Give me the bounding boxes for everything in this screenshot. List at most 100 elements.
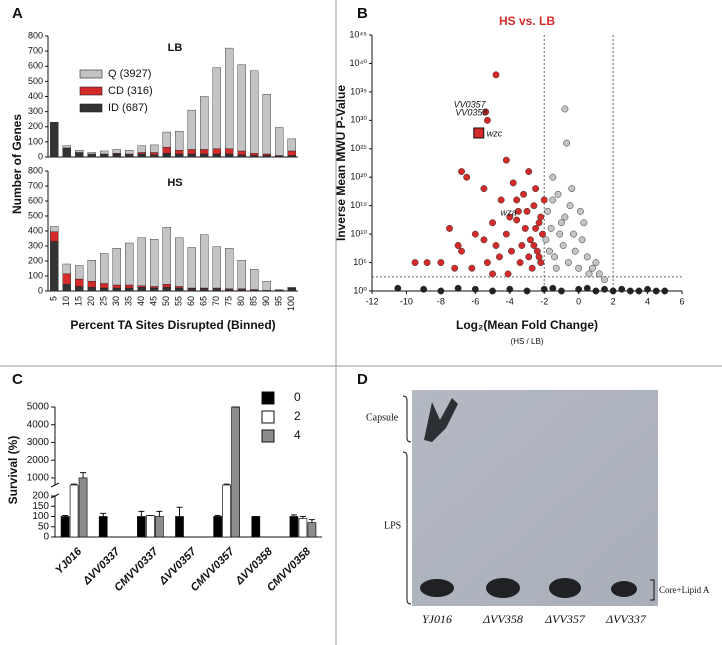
y-tick-label: 1000 <box>27 473 50 484</box>
point <box>575 264 583 272</box>
legend-label: 4 <box>294 428 301 442</box>
band <box>611 581 637 597</box>
bar-segment <box>237 260 246 289</box>
bar-segment <box>187 288 196 292</box>
bar-segment <box>200 288 209 292</box>
bar-segment <box>125 284 134 289</box>
bar-segment <box>100 283 109 289</box>
point <box>509 179 517 187</box>
bar-segment <box>125 154 134 158</box>
point <box>571 247 579 255</box>
point <box>618 285 626 293</box>
y-tick-label: 200 <box>28 255 43 265</box>
point <box>547 224 555 232</box>
x-tick-label: 50 <box>161 296 171 306</box>
y-tick-label: 10⁵ <box>353 257 367 267</box>
error-bar <box>100 512 107 517</box>
bar-segment <box>287 287 296 289</box>
point <box>480 185 488 193</box>
bar-segment <box>150 144 159 153</box>
point <box>471 285 479 293</box>
point <box>489 270 497 278</box>
legend-swatch <box>261 429 275 443</box>
point <box>495 253 503 261</box>
y-tick-label: 4000 <box>27 419 50 430</box>
y-tick-label: 400 <box>28 91 43 101</box>
capsule-label: Capsule <box>366 412 399 423</box>
bar-segment <box>50 241 59 292</box>
bar-segment <box>75 152 84 158</box>
bar-segment <box>100 287 109 292</box>
x-tick-label: 30 <box>111 296 121 306</box>
bar-segment <box>287 155 296 158</box>
point <box>489 287 497 295</box>
point <box>537 259 545 267</box>
panel-label: C <box>12 371 23 388</box>
error-bar <box>138 510 145 517</box>
y-tick-label: 500 <box>28 210 43 220</box>
bar-segment <box>125 242 134 286</box>
point <box>580 219 588 227</box>
x-tick-label: -10 <box>400 296 413 306</box>
y-tick-label: 150 <box>32 501 49 512</box>
point <box>583 253 591 261</box>
y-tick-label: 3000 <box>27 437 50 448</box>
chart-title: HS vs. LB <box>499 14 555 28</box>
x-tick-label: 20 <box>86 296 96 306</box>
y-tick-label: 300 <box>28 240 43 250</box>
y-tick-label: 200 <box>32 491 49 502</box>
annotation-marker <box>483 116 491 124</box>
point <box>532 185 540 193</box>
bar-segment <box>175 237 184 287</box>
bar <box>60 516 70 538</box>
y-axis-label: Number of Genes <box>10 114 24 214</box>
panel-title: LB <box>168 42 183 54</box>
bar-segment <box>237 289 246 292</box>
error-bar <box>223 483 230 485</box>
bar-segment <box>62 284 71 292</box>
point <box>592 287 600 295</box>
bar <box>298 518 308 538</box>
bar-segment <box>125 287 134 292</box>
point <box>583 284 591 292</box>
bar-segment <box>225 153 234 158</box>
y-tick-label: 800 <box>28 30 43 40</box>
x-tick-label: 6 <box>679 296 684 306</box>
bar-segment <box>87 287 96 292</box>
bar-segment <box>225 248 234 289</box>
point <box>468 264 476 272</box>
y-tick-label: 0 <box>38 285 43 295</box>
bar-segment <box>212 148 221 155</box>
y-tick-label: 10³⁰ <box>350 115 367 125</box>
bar-segment <box>162 227 171 285</box>
core-label: Core+Lipid A <box>659 585 710 595</box>
point <box>552 264 560 272</box>
point <box>525 253 533 261</box>
panel-label: D <box>357 371 368 388</box>
point <box>549 196 557 204</box>
point <box>549 173 557 181</box>
bar-segment <box>137 153 146 158</box>
bar-segment <box>50 231 59 242</box>
point <box>661 287 669 295</box>
bracket <box>402 451 412 605</box>
legend-swatch <box>79 103 103 113</box>
bar-segment <box>200 96 209 150</box>
error-bar <box>156 510 163 517</box>
bar-segment <box>187 153 196 158</box>
bar-segment <box>187 247 196 289</box>
x-tick-label: 0 <box>576 296 581 306</box>
lane-label: YJ016 <box>422 612 452 626</box>
bar-segment <box>200 234 209 289</box>
point <box>497 196 505 204</box>
point <box>601 276 608 284</box>
bar-segment <box>75 286 84 292</box>
x-tick-label: 80 <box>236 296 246 306</box>
y-tick-label: 10²⁰ <box>350 172 367 182</box>
bar <box>175 516 184 538</box>
point <box>570 230 577 238</box>
point <box>644 285 652 293</box>
x-tick-label: 35 <box>124 296 134 306</box>
bar <box>222 484 231 538</box>
y-tick-label: 700 <box>28 46 43 56</box>
